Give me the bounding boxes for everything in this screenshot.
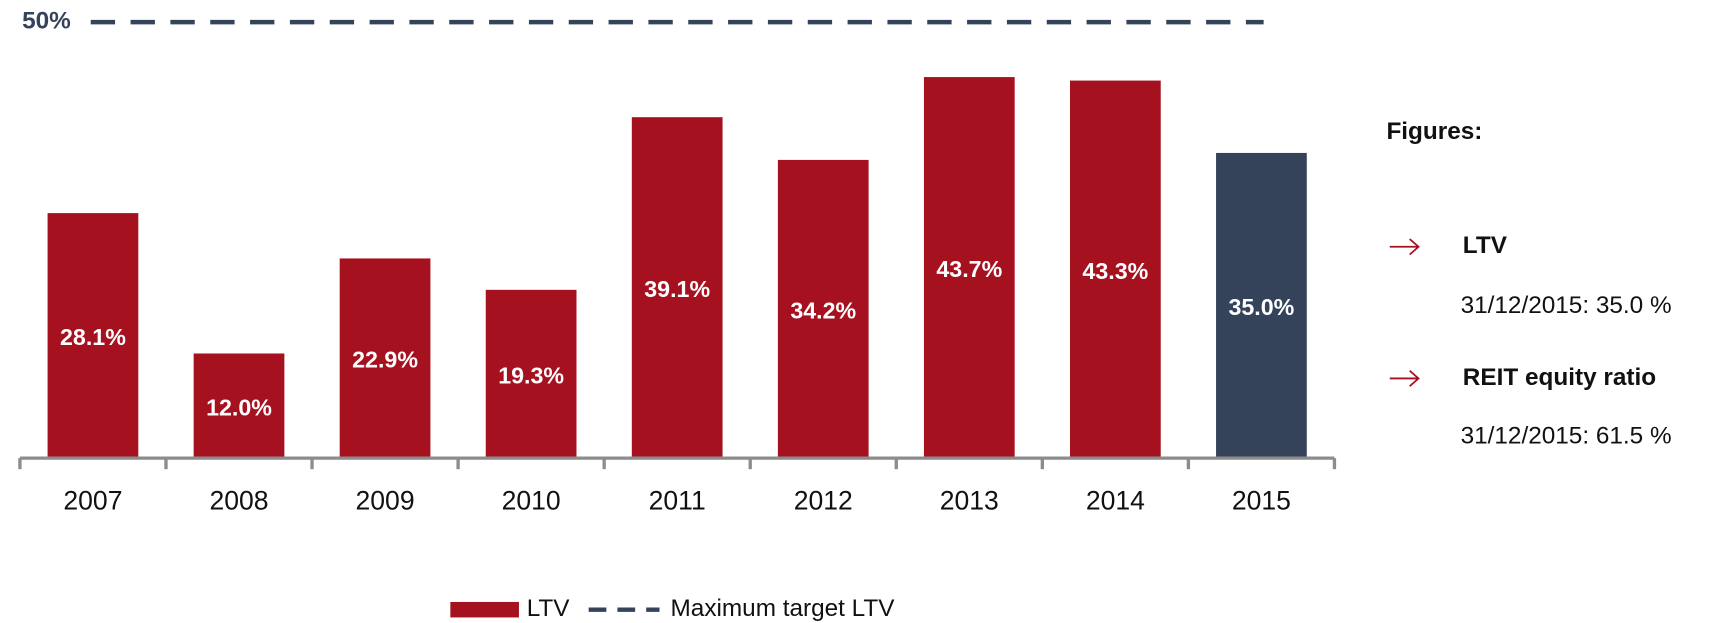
data-label: 35.0% (1228, 294, 1294, 320)
bar (631, 117, 723, 459)
x-tick-label: 2008 (209, 485, 268, 515)
bar (777, 159, 869, 459)
legend-label: Maximum target LTV (671, 595, 896, 622)
panel-item-title: REIT equity ratio (1463, 364, 1656, 391)
x-tick-label: 2014 (1086, 485, 1145, 515)
panel-item-title: LTV (1463, 232, 1508, 259)
x-tick-label: 2013 (940, 485, 999, 515)
panel-item-text: 31/12/2015: 35.0 % (1461, 292, 1672, 319)
bar (923, 77, 1015, 459)
panel-title: Figures: (1386, 118, 1482, 145)
arrow-icon (1389, 238, 1420, 387)
bar (485, 289, 577, 459)
target-label: 50% (22, 8, 71, 35)
bar (339, 258, 431, 459)
x-tick-label: 2012 (794, 485, 853, 515)
data-label: 34.2% (790, 297, 856, 323)
data-label: 43.3% (1082, 258, 1148, 284)
x-tick-label: 2015 (1232, 485, 1291, 515)
x-tick-label: 2011 (649, 485, 706, 515)
figures-panel: Figures: LTV 31/12/2015: 35.0 % REIT equ… (1386, 118, 1671, 449)
bar (193, 353, 285, 459)
bar (47, 213, 139, 459)
data-label: 19.3% (498, 362, 564, 388)
data-label: 28.1% (60, 324, 126, 350)
data-label: 43.7% (936, 256, 1002, 282)
data-label: 12.0% (206, 394, 272, 420)
legend-label: LTV (527, 595, 571, 622)
x-tick-label: 2007 (63, 485, 122, 515)
data-label: 22.9% (352, 347, 418, 373)
x-tick-label: 2010 (502, 485, 561, 515)
bar (1216, 152, 1307, 459)
panel-item-text: 31/12/2015: 61.5 % (1461, 423, 1672, 450)
legend-swatch (450, 601, 519, 618)
data-label: 39.1% (644, 276, 710, 302)
bar (1069, 80, 1161, 459)
x-tick-label: 2009 (356, 485, 415, 515)
